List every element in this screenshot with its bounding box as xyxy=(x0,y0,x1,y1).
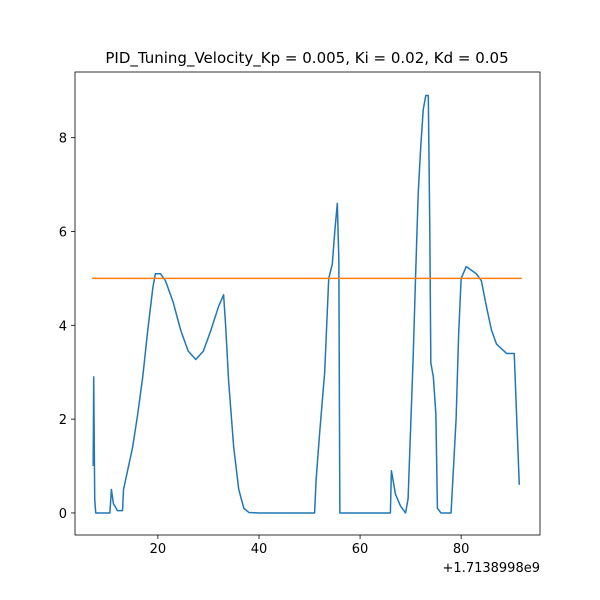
offset-label: +1.7138998e9 xyxy=(443,561,540,576)
x-tick-label: 80 xyxy=(453,542,470,557)
y-tick-label: 6 xyxy=(59,225,67,240)
x-tick-label: 40 xyxy=(251,542,268,557)
chart-title: PID_Tuning_Velocity_Kp = 0.005, Ki = 0.0… xyxy=(105,49,508,68)
series-line xyxy=(92,94,521,514)
x-tick-label: 60 xyxy=(352,542,369,557)
x-tick-label: 20 xyxy=(150,542,167,557)
y-tick-label: 2 xyxy=(59,413,67,428)
y-tick-label: 8 xyxy=(59,132,67,147)
y-tick-label: 0 xyxy=(59,507,67,522)
y-tick-label: 4 xyxy=(59,319,67,334)
plot-frame xyxy=(74,71,541,536)
